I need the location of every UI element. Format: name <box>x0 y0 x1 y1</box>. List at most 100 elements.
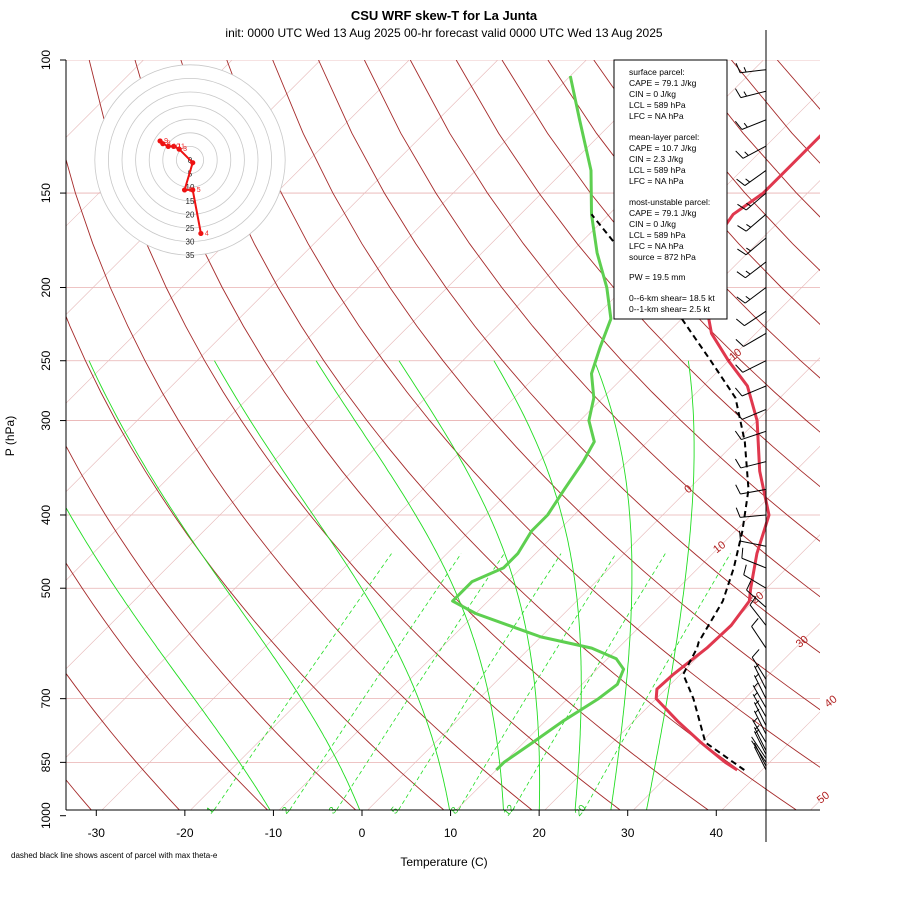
moist-adiabat-line <box>315 360 504 810</box>
dry-adiabat-line <box>547 60 820 379</box>
mixing-ratio-label: 8 <box>449 805 461 817</box>
wind-barb <box>751 740 767 763</box>
wind-barb-flag <box>734 121 743 130</box>
mixing-ratio-label: 2 <box>280 805 292 817</box>
hodograph-ring <box>148 118 232 202</box>
mixing-ratio-label: 3 <box>327 805 339 817</box>
x-tick-label: 40 <box>710 826 724 840</box>
hodograph-point <box>198 230 204 237</box>
wind-barb <box>741 385 767 397</box>
dry-adiabat-line <box>134 60 710 810</box>
dry-adiabat-line <box>66 445 357 810</box>
wind-barb-flag <box>736 318 745 327</box>
wind-barb <box>753 746 767 771</box>
wind-barb <box>745 261 767 279</box>
info-pw: PW = 19.5 mm <box>629 272 685 282</box>
info-mu-source: source = 872 hPa <box>629 252 696 262</box>
isotherm-line <box>278 268 820 810</box>
isotherm-line <box>66 60 410 404</box>
wind-barb <box>742 145 767 159</box>
wind-barb-half-flag <box>753 717 758 723</box>
info-surface-lfc: LFC = NA hPa <box>629 111 684 121</box>
wind-barb <box>740 461 767 469</box>
info-mu-lfc: LFC = NA hPa <box>629 241 684 251</box>
wind-barb <box>744 170 767 186</box>
mixing-ratio-label: 1 <box>205 805 217 817</box>
wind-barb <box>744 287 767 304</box>
hodograph-ring-label: 30 <box>186 238 195 247</box>
dry-adiabat-line <box>88 60 621 810</box>
wind-barb-half-flag <box>746 224 752 228</box>
wind-barb-half-flag <box>743 91 748 97</box>
isotherm-label: 50 <box>815 789 832 806</box>
dry-adiabat-line <box>501 60 820 433</box>
dry-adiabat-line <box>66 157 533 810</box>
moist-adiabat-line <box>88 360 361 810</box>
y-tick-label: 150 <box>39 183 53 203</box>
isotherm-label: -10 <box>724 346 744 365</box>
hodograph-point-label: 10 <box>172 143 180 150</box>
wind-barb <box>743 574 767 589</box>
wind-barb <box>741 430 767 441</box>
mixing-ratio-line <box>289 553 462 810</box>
y-axis-ticks: 100 150 200 250 300 400 500 700 850 1000 <box>39 50 66 829</box>
isotherm-label: 40 <box>823 693 840 710</box>
info-surface-cape: CAPE = 79.1 J/kg <box>629 78 697 88</box>
info-mu-cape: CAPE = 79.1 J/kg <box>629 208 697 218</box>
mixing-ratio-label: 12 <box>502 803 518 819</box>
moist-adiabat-line <box>493 360 582 810</box>
dewpoint-profile-line <box>451 75 626 772</box>
wind-barb-half-flag <box>744 151 749 156</box>
info-surface-title: surface parcel: <box>629 67 685 77</box>
dry-adiabat-line <box>409 60 820 542</box>
moist-adiabat-line <box>593 360 633 810</box>
y-tick-label: 250 <box>39 350 53 370</box>
isotherm-line <box>66 60 587 581</box>
wind-barb <box>740 90 767 99</box>
wind-barb <box>753 742 767 767</box>
wind-barb-half-flag <box>746 202 752 207</box>
wind-barb <box>745 237 767 256</box>
mixing-ratio-label: 5 <box>389 805 401 817</box>
y-tick-label: 100 <box>39 50 53 70</box>
isotherm-line <box>66 60 676 670</box>
wind-barb <box>740 540 767 547</box>
y-tick-label: 300 <box>39 410 53 430</box>
hodograph-ring-label: 20 <box>186 210 195 219</box>
info-surface-cin: CIN = 0 J/kg <box>629 89 676 99</box>
hodograph-point-label: 8 <box>167 141 171 148</box>
info-box: surface parcel: CAPE = 79.1 J/kg CIN = 0… <box>613 59 728 320</box>
wind-barb-half-flag <box>753 682 759 688</box>
wind-barb <box>745 213 767 232</box>
wind-barb-flag <box>734 411 743 420</box>
hodograph-point-label: 11 <box>178 143 185 150</box>
info-mean-lfc: LFC = NA hPa <box>629 176 684 186</box>
mixing-ratio-line <box>583 553 731 810</box>
mixing-ratio-line <box>512 553 666 810</box>
isotherm-label: 10 <box>711 539 728 556</box>
wind-barb-flag <box>736 296 746 304</box>
info-box-frame <box>613 59 728 320</box>
isotherm-label: 30 <box>794 633 811 650</box>
footer-note: dashed black line shows ascent of parcel… <box>11 851 218 860</box>
x-tick-label: 30 <box>621 826 635 840</box>
info-surface-lcl: LCL = 589 hPa <box>629 100 686 110</box>
dry-adiabat-line <box>776 60 820 110</box>
wind-barb-half-flag <box>743 122 748 128</box>
hodograph-point-label: 9 <box>164 138 168 145</box>
wind-barb <box>741 557 767 569</box>
mixing-ratio-line <box>213 553 392 810</box>
y-tick-label: 700 <box>39 688 53 708</box>
wind-barb-flag <box>735 458 742 469</box>
wind-barb-flag <box>737 203 747 211</box>
isotherm-line <box>544 534 820 810</box>
wind-barb-flag <box>746 580 752 591</box>
wind-barb-flag <box>736 178 746 186</box>
wind-barb <box>740 514 767 518</box>
dry-adiabat-line <box>180 60 798 810</box>
wind-barb-flag <box>735 484 741 495</box>
dry-adiabat-line <box>823 60 900 832</box>
x-tick-label: 20 <box>532 826 546 840</box>
